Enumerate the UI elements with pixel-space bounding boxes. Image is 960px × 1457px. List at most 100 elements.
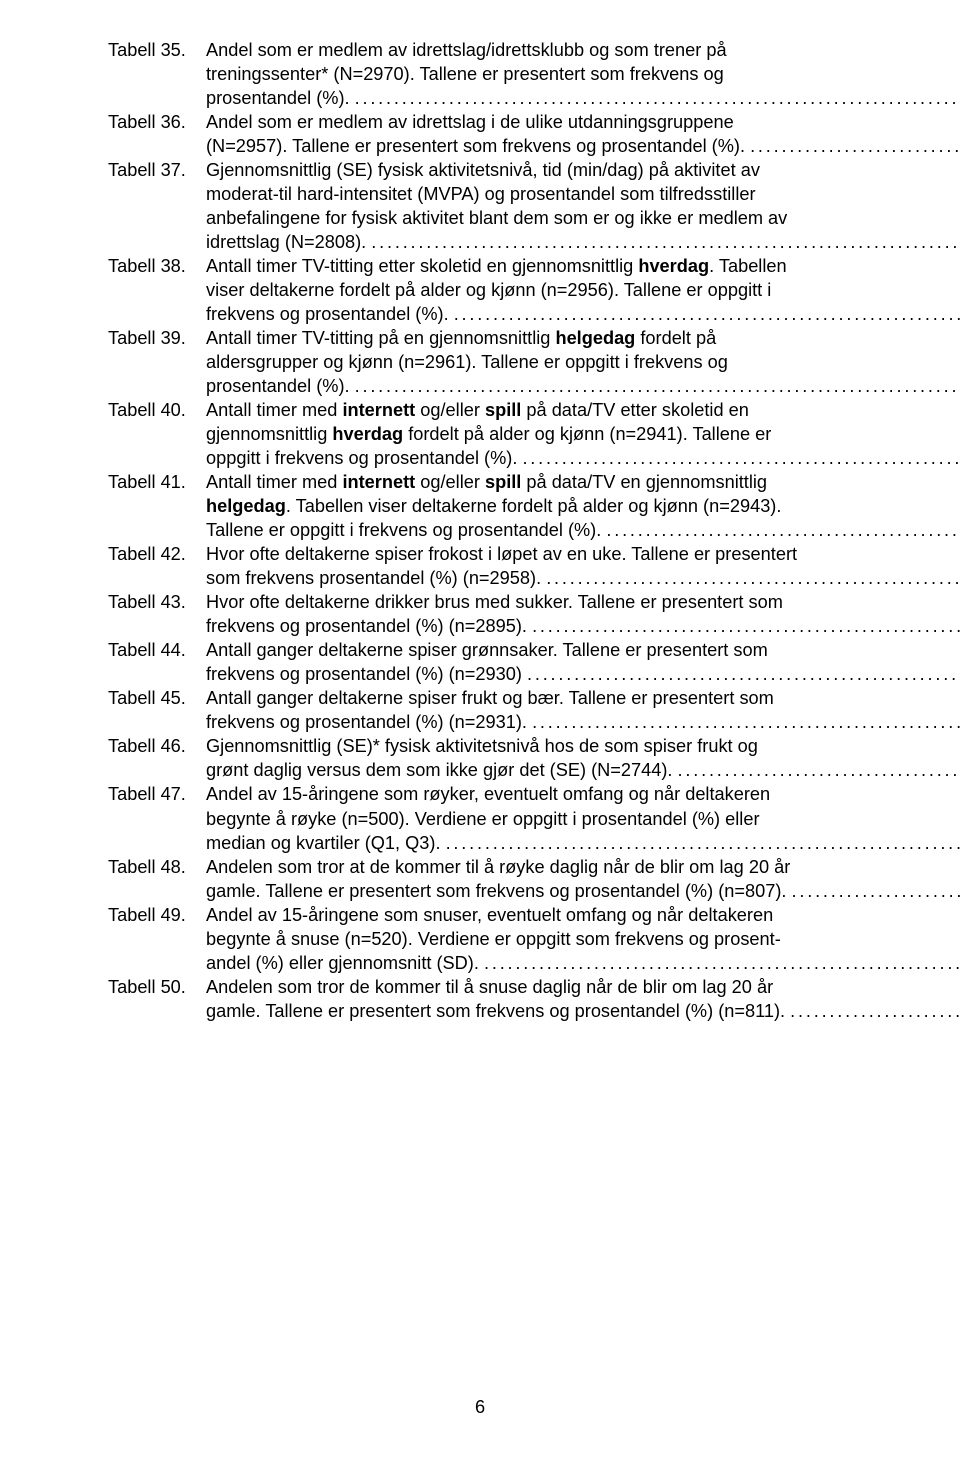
toc-entry: Tabell 45.Antall ganger deltakerne spise… — [108, 686, 888, 734]
toc-line-text: helgedag. Tabellen viser deltakerne ford… — [206, 496, 781, 516]
text-segment: Antall timer TV-titting etter skoletid e… — [206, 256, 638, 276]
toc-entry-label: Tabell 49. — [108, 903, 206, 927]
toc-entry-line: som frekvens prosentandel (%) (n=2958). … — [206, 566, 960, 590]
toc-line-text: moderat-til hard-intensitet (MVPA) og pr… — [206, 184, 756, 204]
toc-entry-line: Antall timer TV-titting på en gjennomsni… — [206, 326, 960, 350]
toc-entry-label: Tabell 36. — [108, 110, 206, 134]
toc-entry-line: Hvor ofte deltakerne spiser frokost i lø… — [206, 542, 960, 566]
toc-line-text: gamle. Tallene er presentert som frekven… — [206, 1001, 790, 1021]
toc-entry-line: Andel som er medlem av idrettslag/idrett… — [206, 38, 960, 62]
toc-line-text: Antall timer TV-titting etter skoletid e… — [206, 256, 787, 276]
toc-entry: Tabell 36.Andel som er medlem av idretts… — [108, 110, 888, 158]
toc-entry-line: viser deltakerne fordelt på alder og kjø… — [206, 278, 960, 302]
toc-entry-label: Tabell 50. — [108, 975, 206, 999]
toc-entry: Tabell 46.Gjennomsnittlig (SE)* fysisk a… — [108, 734, 888, 782]
toc-line-text: Hvor ofte deltakerne spiser frokost i lø… — [206, 544, 797, 564]
toc-entry-body: Antall timer TV-titting på en gjennomsni… — [206, 326, 960, 398]
toc-line-text: andel (%) eller gjennomsnitt (SD). — [206, 953, 484, 973]
toc-entry: Tabell 44.Antall ganger deltakerne spise… — [108, 638, 888, 686]
toc-entry-line: Hvor ofte deltakerne drikker brus med su… — [206, 590, 960, 614]
toc-entry-line: Andel som er medlem av idrettslag i de u… — [206, 110, 960, 134]
toc-line-text: (N=2957). Tallene er presentert som frek… — [206, 136, 750, 156]
text-segment: gjennomsnittlig — [206, 424, 332, 444]
text-segment: på data/TV en gjennomsnittlig — [521, 472, 767, 492]
toc-entry-line: andel (%) eller gjennomsnitt (SD). 81 — [206, 951, 960, 975]
toc-line-text: frekvens og prosentandel (%) (n=2931). — [206, 712, 532, 732]
toc-line-text: Gjennomsnittlig (SE) fysisk aktivitetsni… — [206, 160, 760, 180]
bold-text: helgedag — [555, 328, 635, 348]
toc-entry: Tabell 38.Antall timer TV-titting etter … — [108, 254, 888, 326]
toc-entry-label: Tabell 48. — [108, 855, 206, 879]
toc-line-text: Andelen som tror de kommer til å snuse d… — [206, 977, 773, 997]
toc-entry-label: Tabell 46. — [108, 734, 206, 758]
toc-entry-line: gamle. Tallene er presentert som frekven… — [206, 879, 960, 903]
toc-entry-label: Tabell 35. — [108, 38, 206, 62]
toc-entry-body: Hvor ofte deltakerne spiser frokost i lø… — [206, 542, 960, 590]
toc-line-text: Gjennomsnittlig (SE)* fysisk aktivitetsn… — [206, 736, 758, 756]
toc-line-text: Hvor ofte deltakerne drikker brus med su… — [206, 592, 783, 612]
toc-entry-body: Antall ganger deltakerne spiser grønnsak… — [206, 638, 960, 686]
toc-line-text: gjennomsnittlig hverdag fordelt på alder… — [206, 424, 771, 444]
toc-line-text: begynte å snuse (n=520). Verdiene er opp… — [206, 929, 781, 949]
toc-entry-body: Antall ganger deltakerne spiser frukt og… — [206, 686, 960, 734]
toc-entry: Tabell 49.Andel av 15-åringene som snuse… — [108, 903, 888, 975]
toc-line-text: begynte å røyke (n=500). Verdiene er opp… — [206, 809, 760, 829]
toc-entry-line: Tallene er oppgitt i frekvens og prosent… — [206, 518, 960, 542]
document-page: Tabell 35.Andel som er medlem av idretts… — [0, 0, 960, 1457]
toc-line-text: frekvens og prosentandel (%) (n=2895). — [206, 616, 532, 636]
toc-entry-body: Andelen som tror de kommer til å snuse d… — [206, 975, 960, 1023]
toc-entry-label: Tabell 47. — [108, 782, 206, 806]
text-segment: . Tabellen viser deltakerne fordelt på a… — [286, 496, 782, 516]
toc-line-text: aldersgrupper og kjønn (n=2961). Tallene… — [206, 352, 728, 372]
toc-entry-line: median og kvartiler (Q1, Q3). 80 — [206, 831, 960, 855]
toc-line-text: Tallene er oppgitt i frekvens og prosent… — [206, 520, 606, 540]
toc-entry-line: frekvens og prosentandel (%) (n=2895). 7… — [206, 614, 960, 638]
text-segment: . Tabellen — [709, 256, 787, 276]
toc-line-text: gamle. Tallene er presentert som frekven… — [206, 881, 792, 901]
toc-entry-body: Andel av 15-åringene som røyker, eventue… — [206, 782, 960, 854]
toc-entry-line: frekvens og prosentandel (%) (n=2931). 7… — [206, 710, 960, 734]
toc-line-text: frekvens og prosentandel (%) (n=2930) — [206, 664, 527, 684]
toc-entry: Tabell 35.Andel som er medlem av idretts… — [108, 38, 888, 110]
toc-entry: Tabell 41.Antall timer med internett og/… — [108, 470, 888, 542]
toc-entry-label: Tabell 41. — [108, 470, 206, 494]
toc-entry: Tabell 43.Hvor ofte deltakerne drikker b… — [108, 590, 888, 638]
toc-entry-body: Gjennomsnittlig (SE)* fysisk aktivitetsn… — [206, 734, 960, 782]
text-segment: fordelt på alder og kjønn (n=2941). Tall… — [403, 424, 771, 444]
bold-text: internett — [342, 472, 415, 492]
bold-text: internett — [342, 400, 415, 420]
toc-entry-body: Andel som er medlem av idrettslag i de u… — [206, 110, 960, 158]
toc-line-text: grønt daglig versus dem som ikke gjør de… — [206, 760, 678, 780]
toc-entry: Tabell 37.Gjennomsnittlig (SE) fysisk ak… — [108, 158, 888, 254]
toc-list: Tabell 35.Andel som er medlem av idretts… — [108, 38, 888, 1023]
toc-entry-line: Gjennomsnittlig (SE) fysisk aktivitetsni… — [206, 158, 960, 182]
toc-entry-line: Antall timer med internett og/eller spil… — [206, 470, 960, 494]
toc-entry-line: Antall ganger deltakerne spiser frukt og… — [206, 686, 960, 710]
toc-entry-label: Tabell 42. — [108, 542, 206, 566]
toc-entry-line: Antall timer TV-titting etter skoletid e… — [206, 254, 960, 278]
toc-entry-label: Tabell 43. — [108, 590, 206, 614]
toc-entry-line: Antall timer med internett og/eller spil… — [206, 398, 960, 422]
toc-entry-line: begynte å røyke (n=500). Verdiene er opp… — [206, 807, 960, 831]
toc-entry-line: gamle. Tallene er presentert som frekven… — [206, 999, 960, 1023]
toc-line-text: Antall timer TV-titting på en gjennomsni… — [206, 328, 716, 348]
bold-text: helgedag — [206, 496, 286, 516]
toc-entry-line: Antall ganger deltakerne spiser grønnsak… — [206, 638, 960, 662]
toc-entry-body: Antall timer med internett og/eller spil… — [206, 398, 960, 470]
toc-entry: Tabell 39.Antall timer TV-titting på en … — [108, 326, 888, 398]
toc-entry-body: Hvor ofte deltakerne drikker brus med su… — [206, 590, 960, 638]
toc-line-text: prosentandel (%). — [206, 88, 355, 108]
toc-entry-line: Andelen som tror at de kommer til å røyk… — [206, 855, 960, 879]
toc-line-text: Antall timer med internett og/eller spil… — [206, 400, 749, 420]
toc-entry-line: Andel av 15-åringene som røyker, eventue… — [206, 782, 960, 806]
text-segment: fordelt på — [635, 328, 716, 348]
text-segment: og/eller — [415, 472, 485, 492]
toc-entry-body: Gjennomsnittlig (SE) fysisk aktivitetsni… — [206, 158, 960, 254]
toc-entry-label: Tabell 40. — [108, 398, 206, 422]
toc-entry-line: prosentandel (%). 75 — [206, 374, 960, 398]
toc-entry-line: Andelen som tror de kommer til å snuse d… — [206, 975, 960, 999]
toc-entry-label: Tabell 38. — [108, 254, 206, 278]
toc-entry-label: Tabell 44. — [108, 638, 206, 662]
toc-line-text: Andelen som tror at de kommer til å røyk… — [206, 857, 790, 877]
toc-entry-line: begynte å snuse (n=520). Verdiene er opp… — [206, 927, 960, 951]
